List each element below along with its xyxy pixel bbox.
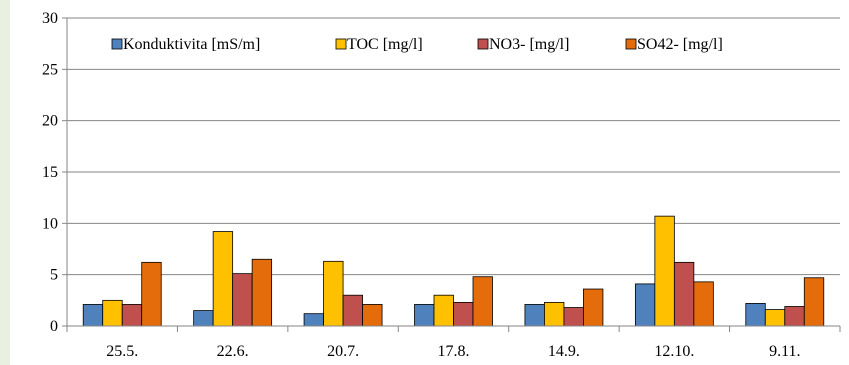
bars bbox=[82, 215, 825, 327]
bar-1-1 bbox=[82, 304, 104, 327]
bar-1-2 bbox=[193, 310, 214, 327]
bar-4-4 bbox=[472, 276, 493, 327]
bar-2-2 bbox=[212, 231, 234, 327]
y-tick-label: 30 bbox=[42, 10, 58, 27]
bar-3-1 bbox=[121, 304, 143, 327]
bar-4-6 bbox=[693, 281, 714, 327]
x-tick-label: 9.11. bbox=[769, 343, 800, 360]
gridlines bbox=[67, 17, 840, 276]
bar-2-3 bbox=[323, 260, 344, 327]
y-tick-label: 25 bbox=[42, 61, 58, 78]
y-tick-label: 15 bbox=[42, 164, 58, 181]
legend-swatch-2 bbox=[335, 38, 347, 50]
bar-1-3 bbox=[303, 313, 324, 327]
x-tick-label: 17.8. bbox=[438, 343, 470, 360]
bar-2-5 bbox=[544, 301, 565, 327]
legend-label-4: SO42- [mg/l] bbox=[637, 36, 723, 53]
legend-label-1: Konduktivita [mS/m] bbox=[123, 36, 260, 53]
bar-3-4 bbox=[453, 301, 474, 327]
bar-4-2 bbox=[251, 258, 273, 327]
legend-swatch-1 bbox=[111, 38, 123, 50]
legend-label-3: NO3- [mg/l] bbox=[489, 36, 569, 53]
legend-swatch-4 bbox=[625, 38, 637, 50]
x-tick-label: 14.9. bbox=[548, 343, 580, 360]
y-tick-label: 5 bbox=[50, 267, 58, 284]
axes bbox=[62, 17, 841, 332]
y-tick-labels: 0 5 10 15 20 25 30 bbox=[42, 10, 58, 335]
y-tick-label: 10 bbox=[42, 215, 58, 232]
x-tick-labels: 25.5. 22.6. 20.7. 17.8. 14.9. 12.10. 9.11. bbox=[106, 343, 800, 360]
y-tick-label: 0 bbox=[50, 318, 58, 335]
bar-4-3 bbox=[362, 304, 383, 327]
y-tick-label: 20 bbox=[42, 113, 58, 130]
bar-3-6 bbox=[673, 261, 695, 327]
bar-2-4 bbox=[433, 294, 454, 327]
bar-3-7 bbox=[784, 306, 805, 327]
legend-label-2: TOC [mg/l] bbox=[347, 36, 423, 53]
legend-swatch-3 bbox=[477, 38, 489, 50]
bar-2-6 bbox=[654, 215, 675, 327]
bar-4-7 bbox=[803, 277, 825, 327]
legend: Konduktivita [mS/m] TOC [mg/l] NO3- [mg/l]… bbox=[111, 36, 723, 53]
bar-4-5 bbox=[583, 288, 604, 327]
left-decorative-strip bbox=[0, 0, 10, 365]
x-tick-label: 22.6. bbox=[217, 343, 249, 360]
x-tick-label: 20.7. bbox=[327, 343, 359, 360]
x-tick-label: 25.5. bbox=[106, 343, 138, 360]
bar-3-3 bbox=[342, 294, 363, 327]
bar-2-1 bbox=[102, 299, 123, 327]
bar-4-1 bbox=[141, 261, 162, 327]
x-tick-label: 12.10. bbox=[654, 343, 694, 360]
bar-3-2 bbox=[232, 273, 253, 327]
bar-1-6 bbox=[634, 283, 656, 327]
bar-1-4 bbox=[414, 304, 435, 327]
bar-1-5 bbox=[524, 304, 545, 327]
bar-1-7 bbox=[745, 303, 766, 327]
bar-3-5 bbox=[563, 307, 584, 327]
bar-2-7 bbox=[764, 309, 786, 327]
